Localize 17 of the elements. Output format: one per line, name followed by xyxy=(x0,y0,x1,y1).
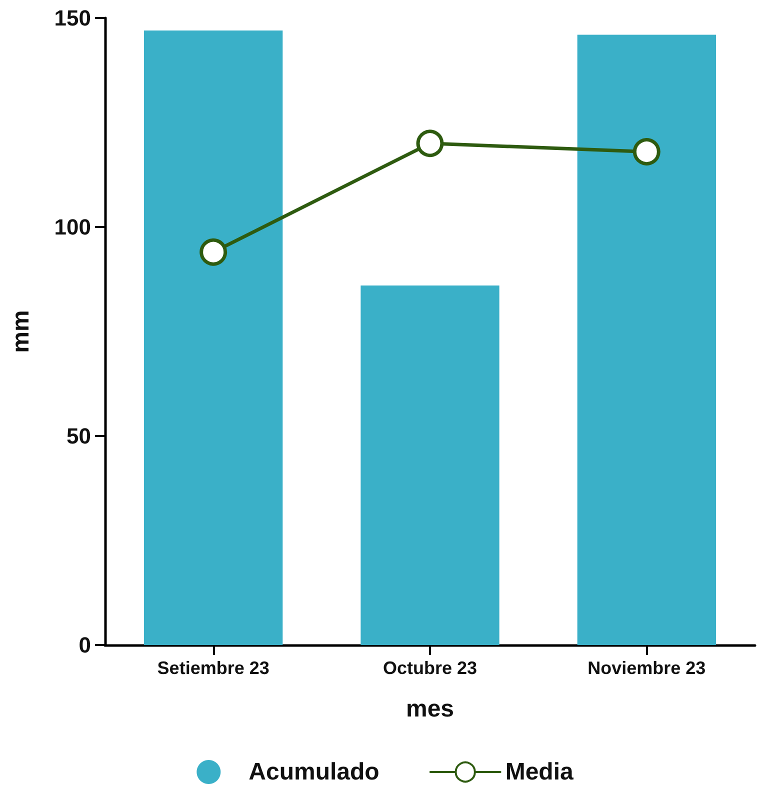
x-tick-label: Noviembre 23 xyxy=(588,658,706,678)
y-axis-title: mm xyxy=(8,310,34,353)
legend-label: Acumulado xyxy=(248,758,380,786)
x-tick-label: Octubre 23 xyxy=(382,658,478,678)
y-tick-label: 150 xyxy=(54,6,91,30)
point xyxy=(632,138,660,166)
bar xyxy=(577,34,716,645)
y-tick-label: 100 xyxy=(54,214,91,240)
x-axis-title: mes xyxy=(406,696,454,722)
bar xyxy=(360,286,500,645)
y-tick-label: 0 xyxy=(78,632,91,658)
bar xyxy=(144,30,283,645)
y-tick-label: 50 xyxy=(66,424,91,448)
point xyxy=(200,238,228,266)
legend-label: Media xyxy=(505,758,574,786)
point xyxy=(416,130,444,158)
x-tick-label: Setiembre 23 xyxy=(157,658,270,678)
